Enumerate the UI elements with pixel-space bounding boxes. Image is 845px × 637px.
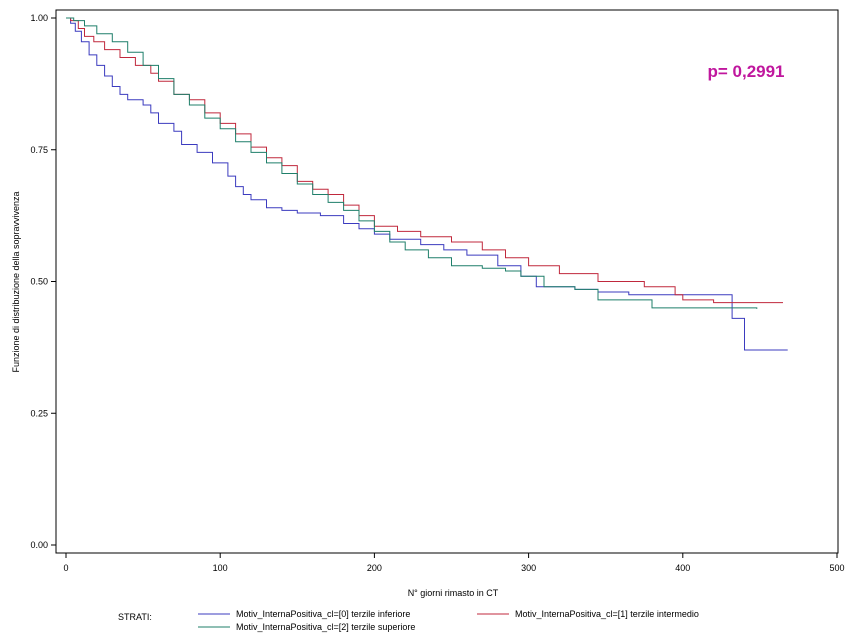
legend-title: STRATI: xyxy=(118,612,152,622)
y-axis-label: Funzione di distribuzione della sopravvi… xyxy=(11,191,21,372)
series-line-1 xyxy=(66,17,783,304)
series-line-2 xyxy=(66,17,758,309)
ticks-layer: 0 100 200 300 400 500 0.00 0.25 0.50 0.75 1.00 xyxy=(30,13,844,573)
legend-label-2: Motiv_InternaPositiva_cl=[2] terzile sup… xyxy=(236,622,415,632)
x-axis-label: N° giorni rimasto in CT xyxy=(408,588,499,598)
series-layer xyxy=(66,17,788,351)
x-tick-label: 100 xyxy=(213,563,228,573)
plot-border xyxy=(55,9,839,554)
legend-label-1: Motiv_InternaPositiva_cl=[1] terzile int… xyxy=(515,609,699,619)
p-value-annotation: p= 0,2991 xyxy=(707,62,784,81)
x-tick-label: 500 xyxy=(829,563,844,573)
y-tick-label: 0.50 xyxy=(30,277,48,287)
x-tick-label: 400 xyxy=(675,563,690,573)
x-tick-label: 0 xyxy=(63,563,68,573)
y-tick-label: 0.75 xyxy=(30,145,48,155)
x-tick-label: 300 xyxy=(521,563,536,573)
legend: STRATI: Motiv_InternaPositiva_cl=[0] ter… xyxy=(118,609,699,632)
plot-frame xyxy=(55,9,839,554)
legend-label-0: Motiv_InternaPositiva_cl=[0] terzile inf… xyxy=(236,609,410,619)
y-tick-label: 1.00 xyxy=(30,13,48,23)
y-tick-label: 0.00 xyxy=(30,540,48,550)
y-tick-label: 0.25 xyxy=(30,408,48,418)
x-tick-label: 200 xyxy=(367,563,382,573)
series-line-0 xyxy=(66,17,788,351)
